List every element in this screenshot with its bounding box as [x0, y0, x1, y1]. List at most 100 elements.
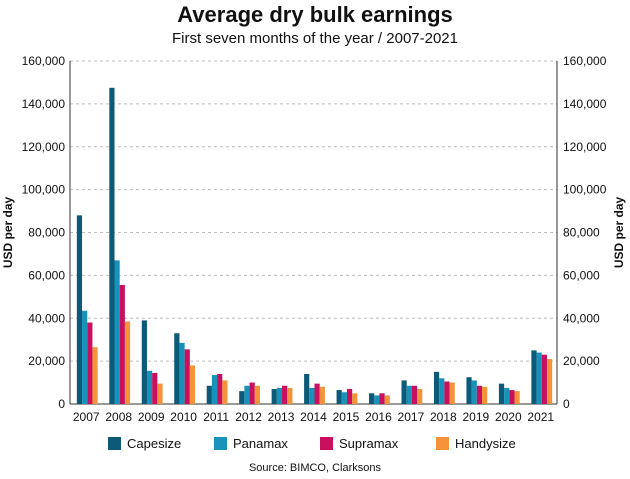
bar-handysize-2017: [417, 389, 422, 404]
bar-panamax-2008: [115, 260, 120, 404]
x-tick-label: 2013: [268, 410, 295, 424]
bar-supramax-2015: [347, 389, 352, 404]
bar-handysize-2016: [385, 395, 390, 404]
bar-handysize-2014: [320, 387, 325, 404]
y-tick-label-left: 120,000: [22, 140, 66, 154]
bar-handysize-2007: [92, 347, 97, 404]
y-tick-label-right: 20,000: [563, 354, 600, 368]
bar-capesize-2021: [531, 350, 536, 404]
y-tick-label-right: 100,000: [563, 183, 607, 197]
bar-panamax-2009: [147, 371, 152, 404]
y-tick-label-left: 100,000: [22, 183, 66, 197]
bar-handysize-2018: [450, 383, 455, 404]
bar-handysize-2011: [222, 380, 227, 404]
x-tick-label: 2014: [300, 410, 327, 424]
bar-panamax-2018: [439, 378, 444, 404]
bar-capesize-2018: [434, 372, 439, 404]
bar-panamax-2016: [374, 395, 379, 404]
chart-root: Average dry bulk earnings First seven mo…: [0, 0, 630, 479]
x-tick-label: 2017: [398, 410, 425, 424]
bar-panamax-2007: [82, 311, 87, 404]
bar-panamax-2014: [309, 388, 314, 404]
y-tick-label-right: 120,000: [563, 140, 607, 154]
bar-supramax-2008: [120, 285, 125, 404]
bar-supramax-2011: [217, 374, 222, 404]
y-tick-label-right: 60,000: [563, 268, 600, 282]
bar-panamax-2013: [277, 388, 282, 404]
y-tick-label-left: 40,000: [28, 311, 65, 325]
x-tick-label: 2015: [333, 410, 360, 424]
bar-handysize-2013: [287, 388, 292, 404]
bar-handysize-2010: [190, 365, 195, 404]
bar-handysize-2012: [255, 386, 260, 404]
bar-handysize-2021: [547, 359, 552, 404]
y-tick-label-right: 0: [563, 397, 570, 411]
bar-capesize-2012: [239, 391, 244, 404]
bar-capesize-2013: [272, 389, 277, 404]
bar-handysize-2009: [157, 384, 162, 404]
legend-swatch-supramax: [320, 437, 333, 450]
legend-swatch-panamax: [214, 437, 227, 450]
bar-supramax-2013: [282, 386, 287, 404]
x-tick-label: 2007: [73, 410, 100, 424]
y-tick-label-left: 80,000: [28, 226, 65, 240]
x-tick-label: 2009: [138, 410, 165, 424]
bar-capesize-2008: [109, 88, 114, 404]
bar-panamax-2019: [472, 380, 477, 404]
bar-capesize-2009: [142, 320, 147, 404]
bar-supramax-2016: [379, 393, 384, 404]
bar-supramax-2020: [509, 390, 514, 404]
bar-panamax-2020: [504, 388, 509, 404]
x-tick-label: 2012: [235, 410, 262, 424]
bar-supramax-2010: [185, 349, 190, 404]
bar-capesize-2020: [499, 384, 504, 404]
bar-chart: 0 020,000 20,00040,000 40,00060,000 60,00080…: [0, 0, 630, 479]
x-tick-label: 2010: [170, 410, 197, 424]
bar-capesize-2007: [77, 215, 82, 404]
y-tick-label-left: 0: [58, 397, 65, 411]
y-axis-label-right: USD per day: [612, 196, 626, 268]
bar-supramax-2009: [152, 373, 157, 404]
bar-capesize-2015: [337, 390, 342, 404]
bar-capesize-2019: [466, 377, 471, 404]
x-tick-label: 2018: [430, 410, 457, 424]
y-tick-label-right: 160,000: [563, 54, 607, 68]
bar-panamax-2011: [212, 375, 217, 404]
bar-supramax-2012: [250, 383, 255, 404]
x-tick-label: 2011: [203, 410, 229, 424]
bar-capesize-2010: [174, 333, 179, 404]
legend-swatch-handysize: [436, 437, 449, 450]
chart-source: Source: BIMCO, Clarksons: [0, 462, 630, 474]
legend-label-supramax: Supramax: [339, 436, 399, 451]
x-tick-label: 2020: [495, 410, 522, 424]
y-tick-label-left: 20,000: [28, 354, 65, 368]
bar-panamax-2021: [537, 353, 542, 404]
bar-capesize-2016: [369, 393, 374, 404]
y-tick-label-left: 140,000: [22, 97, 66, 111]
y-tick-label-right: 40,000: [563, 311, 600, 325]
x-tick-label: 2021: [527, 410, 554, 424]
bar-supramax-2017: [412, 386, 417, 404]
bar-capesize-2017: [402, 380, 407, 404]
y-tick-label-left: 160,000: [22, 54, 66, 68]
y-tick-label-right: 140,000: [563, 97, 607, 111]
x-tick-label: 2008: [105, 410, 132, 424]
bar-supramax-2007: [87, 323, 92, 404]
bar-handysize-2020: [515, 391, 520, 404]
bar-supramax-2018: [444, 381, 449, 404]
bar-supramax-2019: [477, 386, 482, 404]
legend-label-capesize: Capesize: [127, 436, 181, 451]
bar-supramax-2021: [542, 355, 547, 404]
bar-panamax-2015: [342, 392, 347, 404]
bar-panamax-2017: [407, 386, 412, 404]
legend-label-panamax: Panamax: [233, 436, 288, 451]
x-tick-label: 2016: [365, 410, 392, 424]
bar-panamax-2010: [179, 343, 184, 404]
bar-panamax-2012: [244, 386, 249, 404]
y-axis-label-left: USD per day: [1, 196, 15, 268]
bar-handysize-2019: [482, 387, 487, 404]
bar-supramax-2014: [315, 384, 320, 404]
legend-label-handysize: Handysize: [455, 436, 516, 451]
legend-swatch-capesize: [108, 437, 121, 450]
bar-capesize-2011: [207, 386, 212, 404]
